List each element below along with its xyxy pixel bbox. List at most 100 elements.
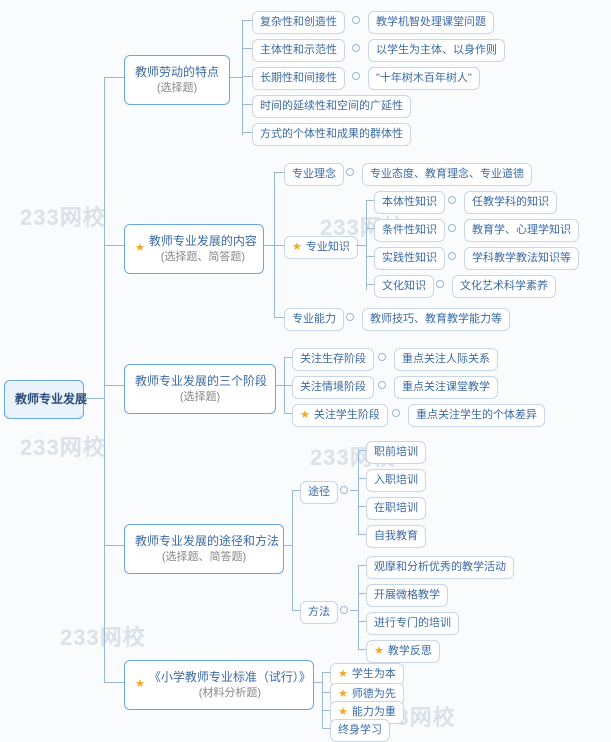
b1-r4-left: 方式的个体性和成果的群体性: [252, 123, 411, 146]
connector: [104, 77, 105, 682]
connector: [322, 672, 330, 673]
watermark: 233网校: [20, 430, 106, 462]
connector: [242, 104, 252, 105]
connector: [350, 490, 358, 491]
bullet-icon: [436, 280, 444, 288]
b3-r2-left: ★ 关注学生阶段: [292, 404, 388, 427]
bullet-icon: [448, 196, 456, 204]
connector: [366, 228, 374, 229]
connector: [104, 545, 124, 546]
branch4-title: 教师专业发展的途径和方法: [135, 534, 279, 548]
star-icon: ★: [135, 241, 145, 256]
connector: [366, 200, 367, 290]
connector: [242, 132, 252, 133]
b2s-r0-right: 任教学科的知识: [464, 191, 557, 214]
branch1-node: 教师劳动的特点 (选择题): [124, 55, 230, 105]
connector: [358, 478, 366, 479]
b2s-r1-right: 教育学、心理学知识: [464, 219, 579, 242]
branch3-title: 教师专业发展的三个阶段: [135, 374, 267, 388]
connector: [366, 284, 374, 285]
connector: [358, 621, 366, 622]
connector: [104, 245, 124, 246]
b2s-r3-left: 文化知识: [374, 275, 434, 298]
mindmap-canvas: 233网校 233网校 233网校 233网校 233网校 233网校 教师专业…: [0, 0, 611, 741]
watermark: 233网校: [60, 620, 146, 652]
b2s-r2-left: 实践性知识: [374, 247, 445, 270]
b1-r0-left: 复杂性和创造性: [252, 11, 345, 34]
connector: [322, 692, 330, 693]
connector: [358, 450, 366, 451]
connector: [84, 398, 104, 399]
bullet-icon: [346, 168, 354, 176]
connector: [292, 490, 293, 610]
branch2-subtitle: (选择题、简答题): [149, 250, 257, 265]
b4-g1-i0: 观摩和分析优秀的教学活动: [366, 556, 514, 579]
bullet-icon: [392, 409, 400, 417]
b4-g1-i3: ★ 教学反思: [366, 640, 440, 663]
b1-r1-left: 主体性和示范性: [252, 39, 345, 62]
b4-g0-i3: 自我教育: [366, 525, 426, 548]
connector: [322, 728, 330, 729]
b3-r1-left: 关注情境阶段: [292, 376, 374, 399]
b2s-r1-left: 条件性知识: [374, 219, 445, 242]
connector: [242, 48, 252, 49]
star-icon: ★: [135, 677, 145, 692]
bullet-icon: [448, 224, 456, 232]
connector: [284, 545, 292, 546]
branch3-node: 教师专业发展的三个阶段 (选择题): [124, 364, 276, 414]
connector: [284, 413, 292, 414]
connector: [284, 385, 292, 386]
b2-ra0-left: 专业能力: [284, 308, 344, 331]
connector: [264, 245, 274, 246]
connector: [366, 256, 374, 257]
b4-g0-i2: 在职培训: [366, 497, 426, 520]
bullet-icon: [448, 252, 456, 260]
b4-g1-label: 方法: [300, 601, 338, 624]
star-icon: ★: [338, 667, 348, 682]
root-node: 教师专业发展: [4, 380, 84, 419]
b3-r2-right: 重点关注学生的个体差异: [408, 404, 545, 427]
connector: [284, 357, 292, 358]
connector: [358, 506, 366, 507]
b1-r3-left: 时间的延续性和空间的广延性: [252, 95, 411, 118]
connector: [358, 565, 366, 566]
star-icon: ★: [374, 644, 384, 659]
b1-r1-right: 以学生为主体、以身作则: [368, 39, 505, 62]
b4-g0-i0: 职前培训: [366, 441, 426, 464]
branch5-subtitle: (材料分析题): [149, 686, 311, 701]
b4-g1-i2: 进行专门的培训: [366, 612, 459, 635]
connector: [292, 610, 300, 611]
branch4-subtitle: (选择题、简答题): [135, 550, 273, 565]
b2-r0-left: 专业理念: [284, 163, 344, 186]
connector: [274, 317, 284, 318]
branch5-node: ★ 《小学教师专业标准（试行）》 (材料分析题): [124, 660, 314, 710]
bullet-icon: [378, 353, 386, 361]
b1-r2-right: "十年树木百年树人": [368, 67, 480, 90]
connector: [230, 77, 242, 78]
connector: [274, 172, 284, 173]
connector: [356, 245, 366, 246]
bullet-icon: [378, 381, 386, 389]
b2-r0-right: 专业态度、教育理念、专业道德: [362, 163, 532, 186]
connector: [366, 200, 374, 201]
star-icon: ★: [292, 240, 302, 255]
b2s-r3-right: 文化艺术科学素养: [452, 275, 556, 298]
connector: [358, 565, 359, 649]
connector: [276, 385, 284, 386]
connector: [292, 490, 300, 491]
b4-g0-label: 途径: [300, 481, 338, 504]
b1-r2-left: 长期性和间接性: [252, 67, 345, 90]
bullet-icon: [340, 606, 348, 614]
connector: [358, 450, 359, 534]
connector: [358, 649, 366, 650]
connector: [322, 710, 330, 711]
connector: [242, 76, 252, 77]
connector: [242, 20, 243, 135]
bullet-icon: [340, 486, 348, 494]
b2-ra0-right: 教师技巧、教育教学能力等: [362, 308, 510, 331]
connector: [314, 682, 322, 683]
star-icon: ★: [300, 408, 310, 423]
bullet-icon: [352, 72, 360, 80]
branch3-subtitle: (选择题): [135, 390, 265, 405]
b4-g1-i1: 开展微格教学: [366, 584, 448, 607]
